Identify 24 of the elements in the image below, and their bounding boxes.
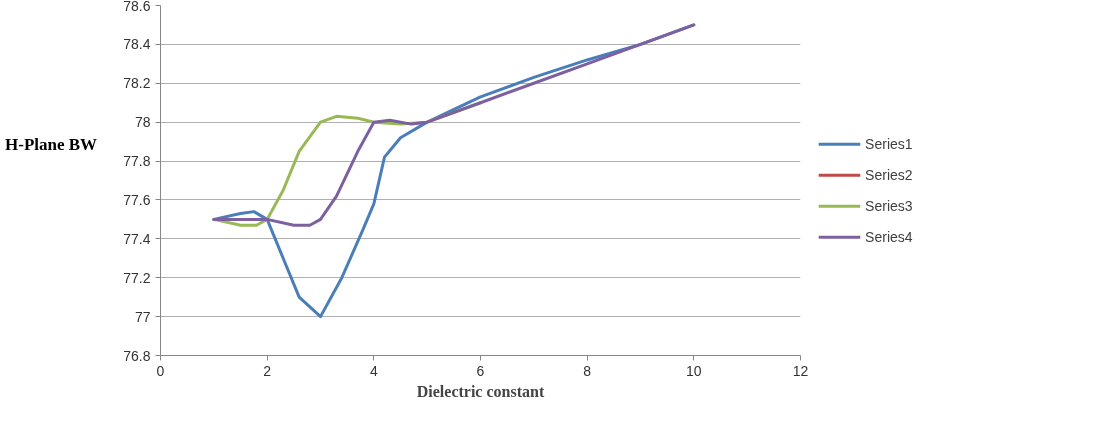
x-tick-label: 6 <box>476 362 485 379</box>
line-series <box>212 23 696 227</box>
y-tick-label: 76.8 <box>123 347 151 364</box>
y-tick-label: 77 <box>134 308 151 325</box>
x-axis-title: Dielectric constant <box>416 382 545 400</box>
legend-label: Series4 <box>865 229 913 246</box>
legend-label: Series3 <box>865 198 913 215</box>
y-tick-label: 78.6 <box>123 0 151 14</box>
y-tick-label: 77.4 <box>123 230 151 247</box>
x-tick-label: 2 <box>263 362 272 379</box>
y-tick-label: 78.4 <box>123 36 151 53</box>
y-tick-label: 78 <box>134 114 151 131</box>
x-tick-label: 4 <box>369 362 378 379</box>
y-axis-title: H-Plane BW <box>5 134 98 156</box>
legend-label: Series1 <box>865 136 913 153</box>
y-tick-label: 77.8 <box>123 153 151 170</box>
y-tick-label: 77.6 <box>123 191 151 208</box>
y-tick-label: 77.2 <box>123 269 151 286</box>
legend-label: Series2 <box>865 167 913 184</box>
y-tick-label: 78.2 <box>123 75 151 92</box>
x-tick-label: 0 <box>156 362 165 379</box>
x-tick-label: 12 <box>792 362 809 379</box>
x-tick-label: 10 <box>686 362 702 379</box>
x-tick-label: 8 <box>583 362 592 379</box>
